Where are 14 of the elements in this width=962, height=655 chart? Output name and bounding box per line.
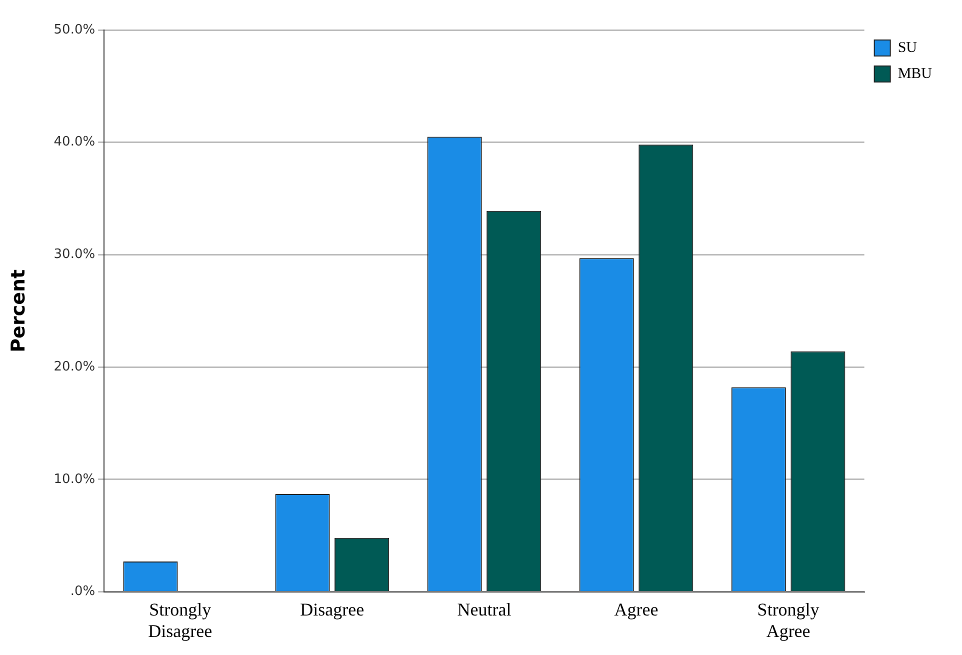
y-axis-title: Percent	[7, 269, 30, 352]
y-tick-label: 30.0%	[54, 247, 96, 262]
y-tick-label: 10.0%	[54, 472, 96, 487]
y-tick-label: 50.0%	[54, 22, 96, 38]
legend-label: MBU	[898, 66, 932, 82]
x-tick-label: Neutral	[457, 599, 512, 620]
y-tick-label: .0%	[70, 584, 96, 600]
y-tick-label: 20.0%	[54, 359, 96, 374]
x-tick-label: Strongly Agree	[757, 599, 820, 641]
x-tick-label: Agree	[614, 599, 658, 620]
y-tick-label: 40.0%	[54, 134, 96, 150]
legend-label: SU	[898, 40, 918, 56]
x-tick-label: Strongly Disagree	[148, 599, 212, 641]
x-tick-label: Disagree	[300, 599, 364, 620]
